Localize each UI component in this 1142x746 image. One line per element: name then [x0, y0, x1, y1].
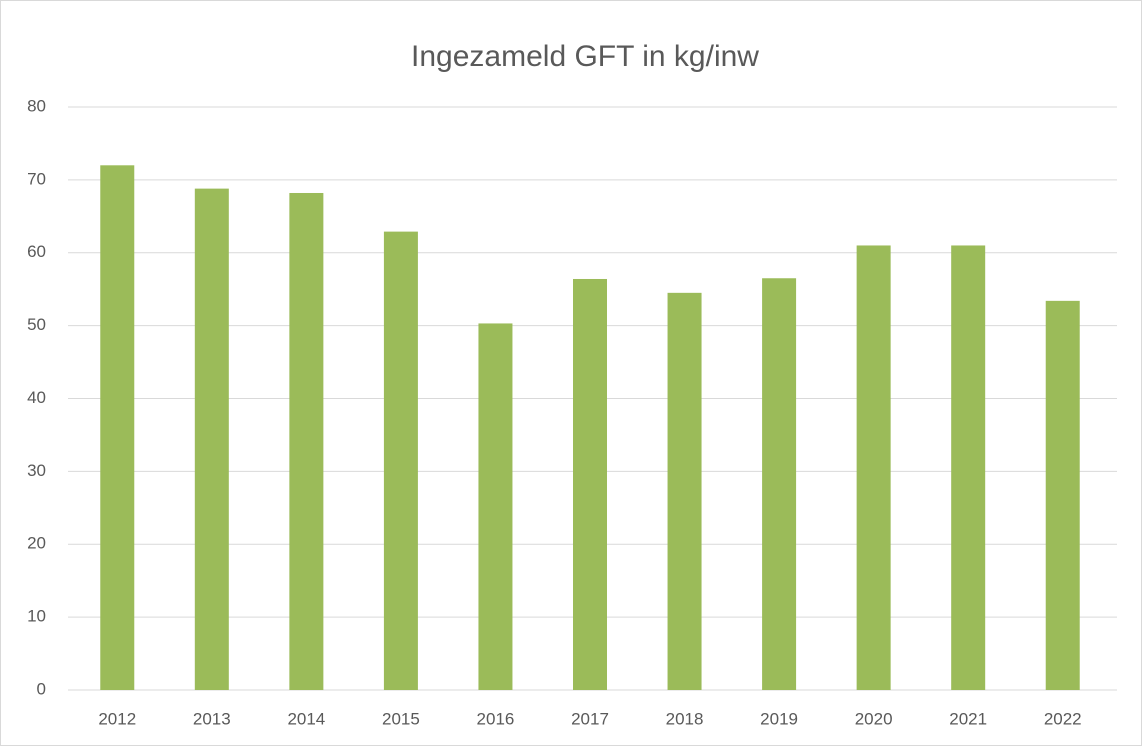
- x-tick-label: 2014: [287, 709, 325, 728]
- bar: [951, 245, 986, 690]
- bar: [573, 278, 607, 690]
- chart-title: Ingezameld GFT in kg/inw: [411, 40, 759, 73]
- x-tick-label: 2015: [382, 709, 420, 728]
- x-tick-label: 2022: [1044, 709, 1082, 728]
- x-tick-label: 2017: [571, 709, 609, 728]
- x-tick-label: 2012: [98, 709, 136, 728]
- x-tick-label: 2020: [855, 709, 893, 728]
- x-tick-label: 2013: [193, 709, 231, 728]
- bar: [383, 231, 418, 690]
- bar: [100, 165, 135, 691]
- bar: [194, 188, 229, 690]
- x-tick-label: 2021: [949, 709, 987, 728]
- y-tick-label: 50: [27, 315, 46, 334]
- y-tick-label: 20: [27, 534, 46, 553]
- y-tick-label: 40: [27, 388, 46, 407]
- y-tick-label: 0: [37, 679, 46, 698]
- y-tick-label: 30: [27, 461, 46, 480]
- x-tick-label: 2018: [666, 709, 704, 728]
- bar: [1045, 300, 1080, 690]
- y-tick-label: 60: [27, 242, 46, 261]
- bar: [762, 278, 797, 690]
- bar: [667, 292, 702, 690]
- bar: [478, 323, 513, 690]
- y-tick-label: 70: [27, 169, 46, 188]
- x-tick-label: 2019: [760, 709, 798, 728]
- bar: [856, 245, 891, 690]
- y-tick-label: 80: [27, 96, 46, 115]
- bar: [289, 192, 324, 690]
- x-tick-label: 2016: [477, 709, 515, 728]
- y-tick-label: 10: [27, 607, 46, 626]
